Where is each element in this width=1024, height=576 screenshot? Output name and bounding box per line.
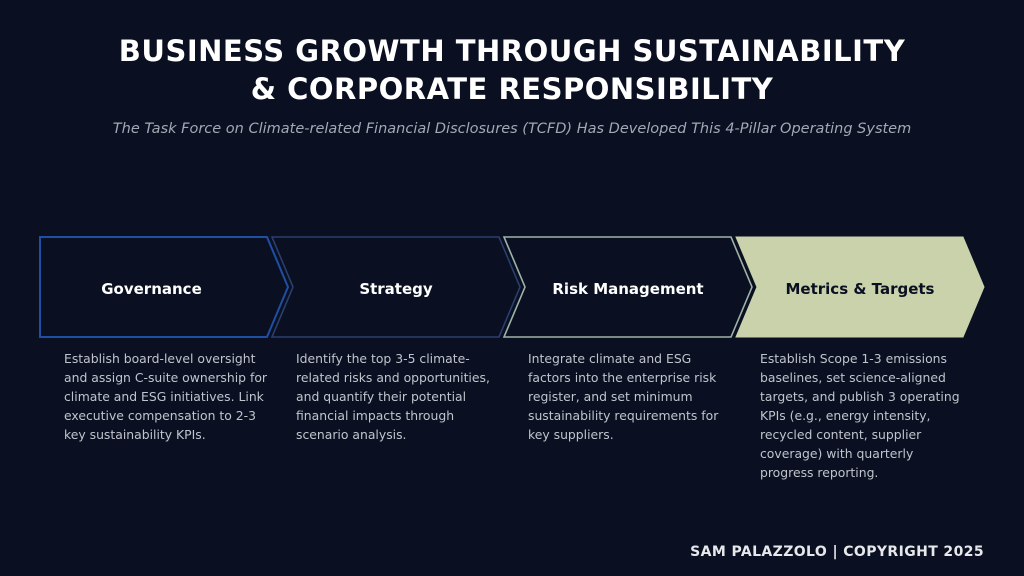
page-title: BUSINESS GROWTH THROUGH SUSTAINABILITY &…: [0, 32, 1024, 108]
chevron-metrics-targets: [735, 236, 985, 338]
pillar-label-governance: Governance: [101, 280, 202, 298]
pillar-label-metrics-targets: Metrics & Targets: [785, 280, 935, 298]
title-line-2: & CORPORATE RESPONSIBILITY: [250, 72, 774, 106]
page-subtitle: The Task Force on Climate-related Financ…: [112, 121, 912, 137]
copyright-footer: SAM PALAZZOLO | COPYRIGHT 2025: [690, 544, 984, 560]
chevron-strategy: [270, 236, 521, 338]
pillar-label-risk-management: Risk Management: [552, 280, 704, 298]
pillar-description-governance: Establish board-level oversight and assi…: [64, 351, 268, 442]
title-line-1: BUSINESS GROWTH THROUGH SUSTAINABILITY: [118, 34, 906, 68]
pillar-description-metrics-targets: Establish Scope 1-3 emissions baselines,…: [760, 351, 960, 480]
chevron-risk-management: [502, 236, 753, 338]
pillar-description-risk-management: Integrate climate and ESG factors into t…: [528, 351, 719, 442]
pillar-label-strategy: Strategy: [359, 280, 433, 298]
pillar-description-strategy: Identify the top 3-5 climate-related ris…: [296, 351, 490, 442]
chevron-governance: [39, 236, 290, 338]
